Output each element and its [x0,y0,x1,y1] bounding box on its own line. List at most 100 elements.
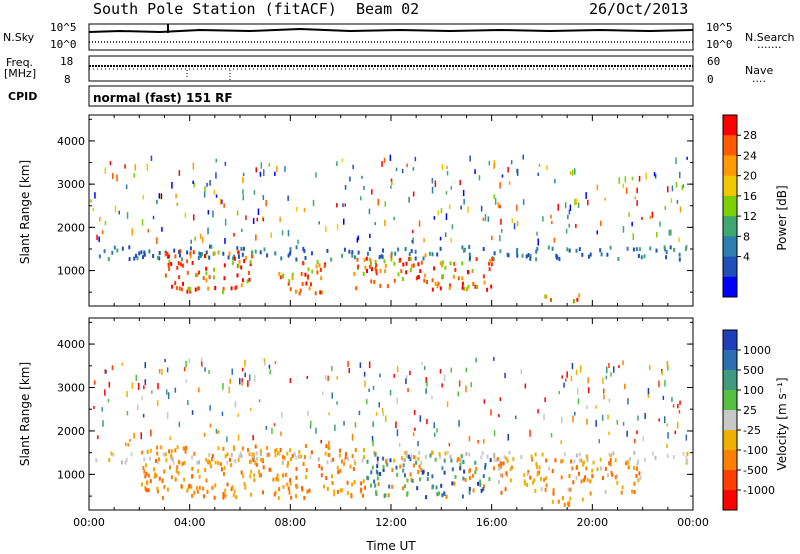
echo-noise-cell [270,232,272,238]
echo-noise-cell [564,202,567,209]
echo-cell [468,245,471,249]
echo-noise-cell [417,441,419,447]
echo-cell [221,467,223,472]
echo-cell [317,457,320,462]
echo-noise-cell [686,156,688,160]
echo-noise-cell [368,361,371,369]
echo-noise-cell [92,207,94,212]
echo-cell [431,287,434,292]
echo-cell [524,481,526,486]
echo-cell [685,456,688,460]
echo-noise-cell [499,235,501,242]
echo-noise-cell [423,238,425,243]
echo-noise-cell [451,224,454,230]
echo-cell [638,471,641,476]
echo-cell [330,459,333,464]
echo-cell [480,488,483,493]
echo-cell [186,270,189,275]
echo-cell [383,493,386,498]
echo-cell [454,267,457,272]
echo-noise-cell [622,183,624,188]
echo-cell [222,251,225,256]
echo-noise-cell [406,163,408,168]
echo-noise-cell [395,167,398,172]
echo-cell [401,277,404,281]
echo-cell [459,466,462,471]
echo-cell [410,477,413,482]
echo-cell [431,252,434,257]
echo-cell [412,463,415,468]
echo-noise-cell [596,230,598,235]
echo-cell [295,257,298,262]
echo-noise-cell [129,438,131,442]
echo-noise-cell [605,375,608,380]
echo-cell [369,260,372,265]
echo-cell [523,479,526,484]
echo-cell [493,458,496,463]
echo-cell [291,272,294,277]
echo-cell [575,475,578,480]
echo-cell [482,274,485,279]
echo-noise-cell [135,374,137,381]
echo-cell [176,265,179,270]
echo-noise-cell [550,214,552,219]
echo-cell [633,481,636,486]
echo-noise-cell [439,369,442,374]
echo-noise-cell [513,223,516,230]
echo-noise-cell [354,422,357,428]
echo-cell [418,450,421,455]
echo-cell [160,445,163,450]
echo-noise-cell [488,160,491,166]
echo-cell [490,262,493,267]
echo-cell [488,477,491,482]
echo-noise-cell [187,400,189,405]
echo-cell [589,479,592,484]
echo-noise-cell [256,217,258,222]
echo-cell [640,255,643,260]
echo-cell [315,264,318,269]
echo-noise-cell [423,366,426,370]
echo-cell [435,485,438,490]
echo-noise-cell [185,379,188,383]
echo-cell [363,448,365,452]
time-x-axis: 00:00 04:00 08:00 12:00 16:00 20:00 00:00 [73,516,709,529]
echo-noise-cell [99,217,101,222]
power-panel: 1000 2000 3000 4000 Slant Range [km] [18,114,694,307]
echo-cell [180,484,183,489]
echo-cell [214,286,217,290]
echo-cell [196,486,198,491]
echo-cell [607,473,609,478]
echo-cell [107,257,110,262]
echo-noise-cell [374,222,376,226]
echo-cell [253,455,256,460]
echo-cell [305,475,308,480]
echo-noise-cell [137,404,139,411]
time-xlabel: Time UT [365,539,416,553]
echo-cell [627,460,630,465]
echo-cell [243,259,246,263]
echo-cell [321,290,323,295]
echo-cell [205,271,208,276]
echo-noise-cell [112,173,114,180]
echo-noise-cell [675,182,678,188]
echo-cell [536,246,539,251]
echo-noise-cell [312,199,315,206]
echo-cell [495,457,498,462]
echo-cell [582,460,585,465]
echo-cell [654,455,657,460]
echo-cell [410,264,413,269]
echo-noise-cell [212,210,214,218]
echo-noise-cell [351,433,354,441]
echo-cell [578,471,580,476]
echo-noise-cell [515,415,517,420]
echo-cell [223,276,226,281]
echo-cell [375,271,378,276]
echo-cell [425,495,428,500]
echo-cell [475,466,478,471]
echo-cell [469,255,471,260]
echo-noise-cell [664,205,666,210]
echo-cell [121,246,124,251]
echo-noise-cell [631,221,633,227]
echo-noise-cell [668,229,670,236]
echo-noise-cell [111,365,114,371]
